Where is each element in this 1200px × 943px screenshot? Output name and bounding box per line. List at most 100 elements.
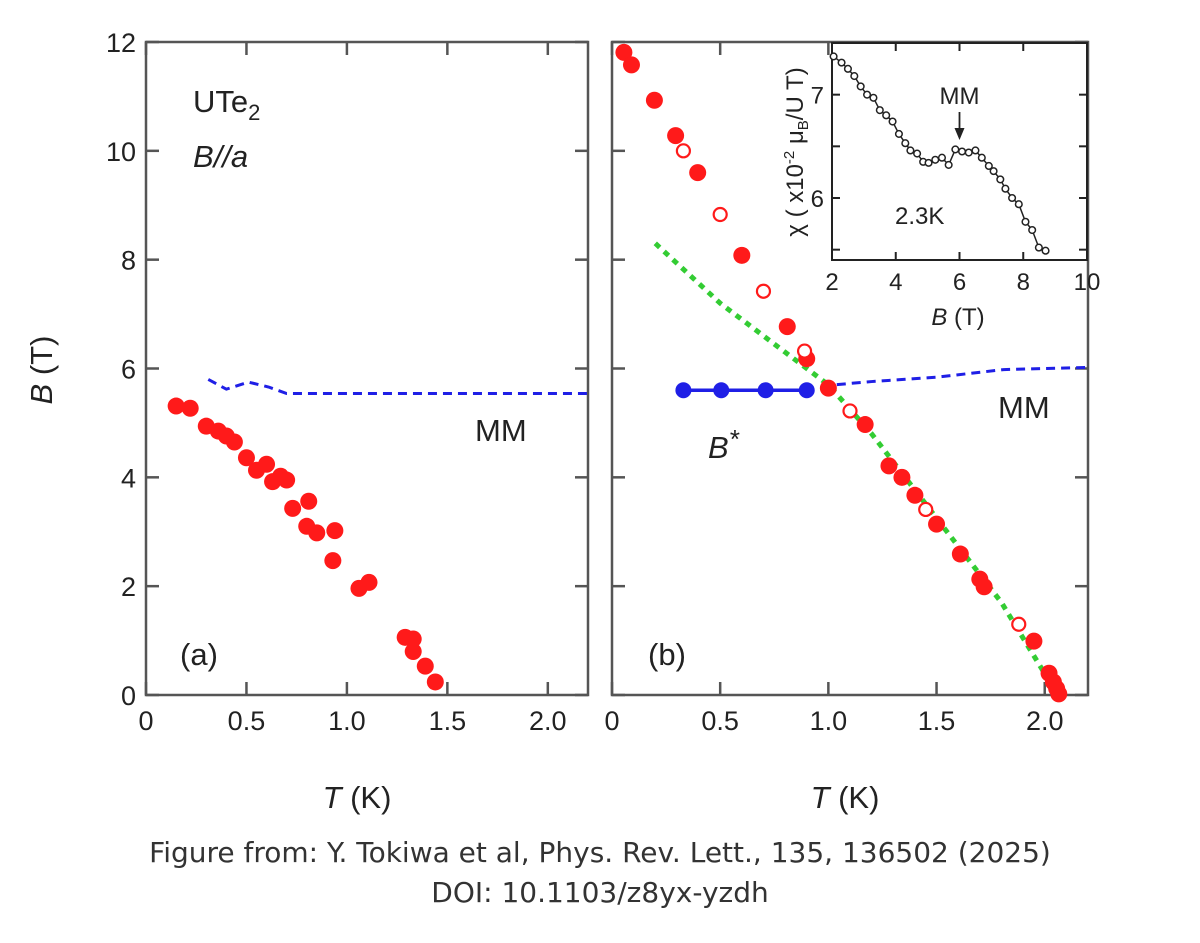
inset-x-tick-label: 4 xyxy=(889,269,902,296)
mm-label: MM xyxy=(475,413,527,448)
mm-dashed-line xyxy=(821,365,1089,388)
field-var: B xyxy=(193,139,214,174)
open-data-point xyxy=(675,143,692,159)
filled-data-point xyxy=(326,522,344,540)
x-axis-unit: (K) xyxy=(342,780,392,815)
inset-data-point xyxy=(837,58,846,67)
filled-data-point xyxy=(225,433,243,451)
x-tick-label: 2.0 xyxy=(1026,706,1064,736)
x-axis-var: T xyxy=(323,780,344,815)
y-tick-label: 12 xyxy=(106,28,136,58)
inset-x-tick-label: 10 xyxy=(1074,269,1101,296)
inset-x-var: B xyxy=(931,304,947,331)
filled-data-point xyxy=(928,515,946,533)
inset-data-point xyxy=(1001,184,1010,193)
filled-data-point xyxy=(426,673,444,691)
inset-x-axis-title: B (T) xyxy=(931,304,984,331)
x-axis-title: T (K) xyxy=(323,780,392,815)
inset-data-point xyxy=(1008,193,1017,203)
filled-data-point xyxy=(667,127,685,145)
inset-data-point xyxy=(1041,246,1050,255)
filled-data-point xyxy=(645,91,663,109)
inset-y-post: /U T) xyxy=(782,67,809,120)
inset-data-point xyxy=(850,72,859,81)
panel-label: (b) xyxy=(648,637,686,672)
inset-data-point xyxy=(901,139,910,148)
x-tick-label: 0 xyxy=(138,706,153,736)
inset-y-tick-label: 6 xyxy=(811,186,824,213)
inset-x-tick-label: 8 xyxy=(1017,269,1030,296)
inset-mm-label: MM xyxy=(940,83,980,110)
inset-y-sup: -2 xyxy=(781,151,798,164)
filled-data-point xyxy=(615,43,633,61)
inset-data-point xyxy=(924,158,933,167)
field-direction: B//a xyxy=(193,139,248,174)
inset-data-point xyxy=(951,145,960,154)
inset-y-mid: μ xyxy=(782,130,809,151)
filled-data-point xyxy=(404,630,422,648)
filled-data-point xyxy=(181,399,199,417)
open-data-point xyxy=(796,343,813,359)
filled-data-point xyxy=(1050,685,1068,703)
inset-data-point xyxy=(913,149,922,158)
inset-data-point xyxy=(843,64,852,73)
filled-data-point xyxy=(975,578,993,596)
panel-label: (a) xyxy=(180,637,218,672)
filled-data-point xyxy=(778,318,796,336)
y-tick-label: 0 xyxy=(121,681,136,711)
x-tick-label: 1.5 xyxy=(918,706,956,736)
mm-dashed-line xyxy=(207,378,588,396)
filled-data-point xyxy=(856,416,874,434)
inset-y-axis-title: χ ( x10-2 μB/U T) xyxy=(781,67,812,236)
x-axis-var: T xyxy=(811,780,832,815)
field-dir: //a xyxy=(212,139,248,174)
x-axis-unit: (K) xyxy=(830,780,880,815)
inset-data-point xyxy=(894,129,903,138)
filled-data-point xyxy=(167,397,185,415)
bstar-label: B* xyxy=(708,424,740,465)
x-axis-title: T (K) xyxy=(811,780,880,815)
bstar-suffix: * xyxy=(729,424,740,454)
inset-data-point xyxy=(977,153,986,162)
inset-y-pre: χ ( x10 xyxy=(782,164,809,237)
y-tick-label: 10 xyxy=(106,137,136,167)
mm-label: MM xyxy=(998,390,1050,425)
inset-data-point xyxy=(863,90,872,99)
inset-data-point xyxy=(944,160,953,169)
filled-data-point xyxy=(622,56,640,74)
filled-data-point xyxy=(258,455,276,473)
inset-x-tick-label: 2 xyxy=(825,269,838,296)
filled-data-point xyxy=(308,524,326,542)
inset-data-point xyxy=(906,146,915,155)
inset-data-point xyxy=(882,111,891,120)
filled-data-point xyxy=(733,246,751,264)
inset-data-point xyxy=(989,167,998,176)
open-data-point xyxy=(712,206,728,223)
x-tick-label: 0 xyxy=(604,706,619,736)
y-axis-var: B xyxy=(24,384,59,405)
filled-data-point xyxy=(1025,632,1043,650)
compound-name: UTe xyxy=(193,84,248,119)
sample-compound: UTe2 xyxy=(193,84,260,125)
x-tick-label: 1.5 xyxy=(429,706,467,736)
y-tick-label: 2 xyxy=(121,572,136,602)
filled-data-point xyxy=(278,471,296,489)
filled-data-point xyxy=(416,657,434,675)
inset-data-point xyxy=(964,148,973,157)
y-tick-label: 8 xyxy=(121,246,136,276)
x-tick-label: 1.0 xyxy=(810,706,848,736)
filled-data-point xyxy=(404,642,422,660)
bstar-var: B xyxy=(708,430,729,465)
open-data-point xyxy=(918,501,934,518)
filled-data-point xyxy=(300,492,318,510)
caption-citation: Figure from: Y. Tokiwa et al, Phys. Rev.… xyxy=(149,836,1051,869)
caption-doi: DOI: 10.1103/z8yx-yzdh xyxy=(431,876,769,909)
bstar-point xyxy=(675,382,692,399)
filled-data-point xyxy=(689,164,707,182)
inset-data-point xyxy=(958,147,967,156)
inset-data-point xyxy=(875,106,884,115)
bstar-point xyxy=(798,382,815,399)
inset-data-point xyxy=(1028,225,1037,235)
compound-subscript: 2 xyxy=(248,100,260,125)
